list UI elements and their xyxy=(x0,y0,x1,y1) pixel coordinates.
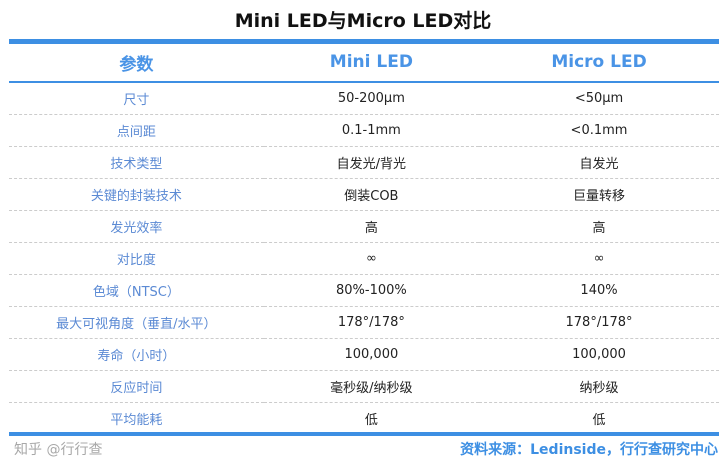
mini-led-cell: 自发光/背光 xyxy=(263,146,480,179)
micro-led-cell: 178°/178° xyxy=(479,306,719,339)
table-row: 对比度 ∞ ∞ xyxy=(9,242,719,275)
mini-led-cell: 178°/178° xyxy=(263,306,480,339)
param-cell: 对比度 xyxy=(9,242,264,275)
param-cell: 尺寸 xyxy=(9,82,264,115)
comparison-table: 参数 Mini LED Micro LED 尺寸 50-200μm <50μm 点间距… xyxy=(9,43,719,434)
header-mini-led: Mini LED xyxy=(329,52,413,72)
table-row: 技术类型 自发光/背光 自发光 xyxy=(9,146,719,179)
micro-led-cell: 巨量转移 xyxy=(479,178,719,211)
table-row: 点间距 0.1-1mm <0.1mm xyxy=(9,114,719,147)
mini-led-cell: 50-200μm xyxy=(263,82,480,115)
micro-led-cell: 低 xyxy=(592,413,606,428)
table-row: 色域（NTSC） 80%-100% 140% xyxy=(9,274,719,307)
micro-led-cell: 自发光 xyxy=(479,146,719,179)
table-row: 寿命（小时） 100,000 100,000 xyxy=(9,338,719,371)
top-divider xyxy=(9,39,719,44)
micro-led-cell: <0.1mm xyxy=(479,114,719,147)
micro-led-cell: 100,000 xyxy=(479,338,719,371)
param-cell: 反应时间 xyxy=(9,370,264,403)
mini-led-cell: 毫秒级/纳秒级 xyxy=(263,370,480,403)
watermark: 知乎 @行行查 xyxy=(14,442,103,458)
param-cell: 发光效率 xyxy=(9,210,264,243)
mini-led-cell: 100,000 xyxy=(263,338,480,371)
table-header: 参数 Mini LED Micro LED xyxy=(9,43,719,82)
param-cell: 平均能耗 xyxy=(110,413,163,428)
header-micro-led: Micro LED xyxy=(551,52,647,72)
mini-led-cell: 高 xyxy=(263,210,480,243)
table-row: 尺寸 50-200μm <50μm xyxy=(9,82,719,115)
micro-led-cell: 140% xyxy=(479,274,719,307)
param-cell: 最大可视角度（垂直/水平） xyxy=(9,306,264,339)
mini-led-cell: 0.1-1mm xyxy=(263,114,480,147)
table-row: 发光效率高高 xyxy=(9,210,719,243)
mini-led-cell: 倒装COB xyxy=(263,178,480,211)
table-row: 反应时间 毫秒级/纳秒级 纳秒级 xyxy=(9,370,719,403)
param-cell: 色域（NTSC） xyxy=(9,274,264,307)
micro-led-cell: <50μm xyxy=(479,82,719,115)
micro-led-cell: ∞ xyxy=(479,242,719,275)
param-cell: 关键的封装技术 xyxy=(9,178,264,211)
header-param: 参数 xyxy=(119,54,154,75)
mini-led-cell: ∞ xyxy=(263,242,480,275)
param-cell: 点间距 xyxy=(9,114,264,147)
page-title: Mini LED与Micro LED对比 xyxy=(234,10,492,32)
source-note: 资料来源：Ledinside，行行查研究中心 xyxy=(460,442,718,458)
mini-led-cell: 80%-100% xyxy=(263,274,480,307)
table-row: 关键的封装技术 倒装COB 巨量转移 xyxy=(9,178,719,211)
mini-led-cell: 低 xyxy=(364,413,378,428)
micro-led-cell: 高 xyxy=(479,210,719,243)
table-row: 平均能耗 低 低 xyxy=(9,403,719,435)
param-cell: 技术类型 xyxy=(9,146,264,179)
micro-led-cell: 纳秒级 xyxy=(479,370,719,403)
param-cell: 寿命（小时） xyxy=(9,338,264,371)
table-row: 最大可视角度（垂直/水平） 178°/178° 178°/178° xyxy=(9,306,719,339)
bottom-divider xyxy=(9,432,719,436)
